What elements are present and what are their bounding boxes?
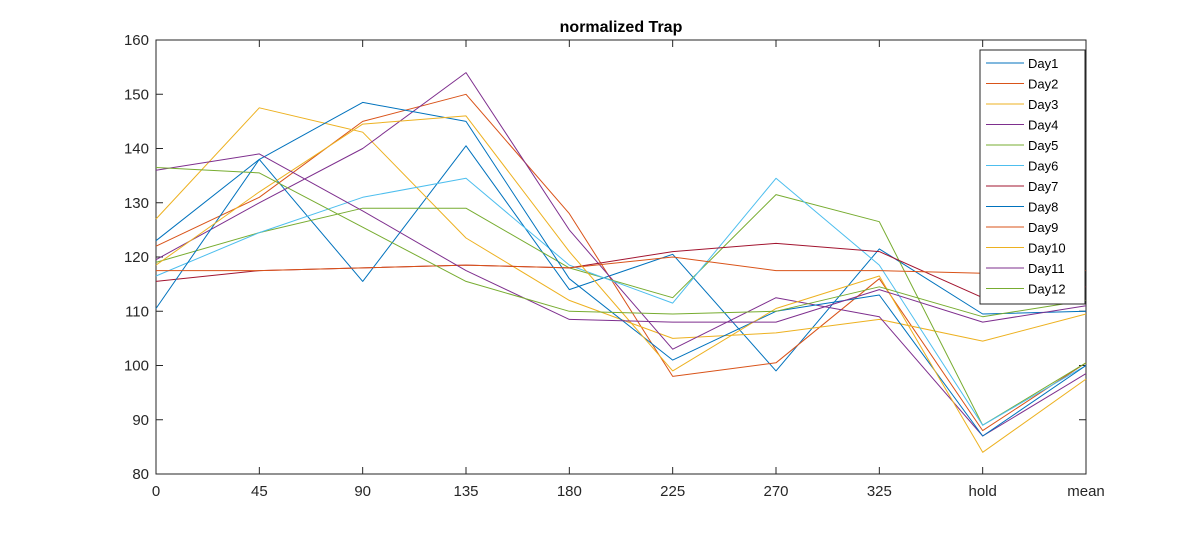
x-tick-label: 180 (557, 483, 582, 500)
plot-area: 80 90 100 110 120 130 140 150 160 0 45 90 135 180 225 2… (124, 32, 1105, 500)
y-tick-label: 150 (124, 86, 149, 103)
series-line-day6 (155, 177, 1087, 426)
legend-label: Day5 (1028, 138, 1058, 153)
legend-label: Day7 (1028, 179, 1058, 194)
legend-label: Day9 (1028, 220, 1058, 235)
y-tick-label: 120 (124, 249, 149, 266)
x-tick-label: 270 (763, 483, 788, 500)
legend-label: Day4 (1028, 118, 1058, 133)
x-tick-label: 45 (251, 483, 268, 500)
series-line-day5 (155, 194, 1087, 426)
y-tick-label: 80 (132, 466, 149, 483)
legend-label: Day6 (1028, 159, 1058, 174)
legend-label: Day2 (1028, 77, 1058, 92)
x-tick-label: 135 (453, 483, 478, 500)
series-line-day8 (155, 101, 1087, 437)
legend-box (979, 49, 1086, 305)
x-tick-label: 90 (354, 483, 371, 500)
y-tick-label: 90 (132, 412, 149, 429)
legend-label: Day8 (1028, 200, 1058, 215)
legend-label: Day10 (1028, 241, 1066, 256)
series-lines (155, 72, 1087, 453)
legend-label: Day12 (1028, 282, 1066, 297)
x-tick-label: mean (1067, 483, 1105, 500)
series-line-day11 (155, 153, 1087, 323)
y-tick-label: 100 (124, 358, 149, 375)
x-tick-label: hold (968, 483, 996, 500)
axes-box (155, 39, 1087, 475)
series-line-day2 (155, 93, 1087, 432)
x-tick-label: 325 (867, 483, 892, 500)
y-tick-label: 110 (125, 303, 149, 320)
y-tick-label: 160 (124, 32, 149, 49)
legend: Day1 Day2 Day3 Day4 Day5 Day6 Day7 Day8 Day9 Day1… (979, 49, 1086, 305)
legend-label: Day3 (1028, 97, 1058, 112)
chart-title: normalized Trap (560, 19, 683, 36)
series-line-day4 (155, 72, 1087, 437)
y-tick-label: 130 (124, 195, 149, 212)
x-tick-label: 225 (660, 483, 685, 500)
series-line-day9 (156, 256, 1087, 274)
y-tick-label: 140 (124, 141, 149, 158)
x-tick-label: 0 (152, 483, 160, 500)
series-line-day10 (155, 115, 1087, 453)
legend-label: Day11 (1028, 261, 1065, 276)
series-line-day12 (155, 167, 1087, 318)
legend-label: Day1 (1028, 56, 1058, 71)
